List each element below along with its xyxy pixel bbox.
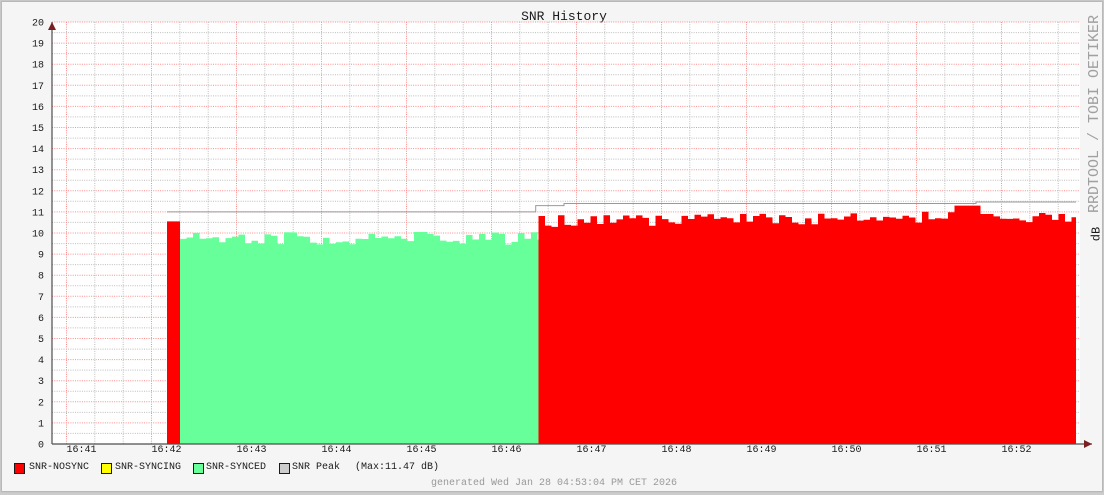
svg-text:7: 7 bbox=[38, 293, 44, 304]
svg-text:10: 10 bbox=[32, 230, 44, 241]
svg-text:16:47: 16:47 bbox=[577, 445, 607, 456]
svg-text:16:50: 16:50 bbox=[832, 445, 862, 456]
svg-text:18: 18 bbox=[32, 61, 44, 72]
svg-text:SNR History: SNR History bbox=[521, 9, 607, 24]
svg-text:8: 8 bbox=[38, 272, 44, 283]
svg-text:16:46: 16:46 bbox=[492, 445, 522, 456]
svg-text:16:48: 16:48 bbox=[662, 445, 692, 456]
svg-text:0: 0 bbox=[38, 441, 44, 452]
svg-text:16:51: 16:51 bbox=[917, 445, 947, 456]
svg-text:16:42: 16:42 bbox=[152, 445, 182, 456]
svg-text:16:45: 16:45 bbox=[407, 445, 437, 456]
svg-text:6: 6 bbox=[38, 314, 44, 325]
svg-text:9: 9 bbox=[38, 251, 44, 262]
svg-text:2: 2 bbox=[38, 398, 44, 409]
svg-text:16:44: 16:44 bbox=[322, 445, 352, 456]
svg-text:dB: dB bbox=[1090, 227, 1102, 241]
svg-text:16:41: 16:41 bbox=[67, 445, 97, 456]
svg-text:12: 12 bbox=[32, 187, 44, 198]
svg-text:16:43: 16:43 bbox=[237, 445, 267, 456]
svg-text:11: 11 bbox=[32, 208, 44, 219]
svg-text:5: 5 bbox=[38, 335, 44, 346]
svg-text:17: 17 bbox=[32, 82, 44, 93]
svg-text:16:49: 16:49 bbox=[747, 445, 777, 456]
svg-text:14: 14 bbox=[32, 145, 44, 156]
svg-text:4: 4 bbox=[38, 356, 44, 367]
svg-text:1: 1 bbox=[38, 419, 44, 430]
svg-text:13: 13 bbox=[32, 166, 44, 177]
svg-text:3: 3 bbox=[38, 377, 44, 388]
svg-text:20: 20 bbox=[32, 19, 44, 30]
svg-text:15: 15 bbox=[32, 124, 44, 135]
svg-text:16:52: 16:52 bbox=[1002, 445, 1032, 456]
svg-text:RRDTOOL / TOBI OETIKER: RRDTOOL / TOBI OETIKER bbox=[1086, 15, 1102, 213]
svg-text:19: 19 bbox=[32, 40, 44, 51]
svg-text:16: 16 bbox=[32, 103, 44, 114]
